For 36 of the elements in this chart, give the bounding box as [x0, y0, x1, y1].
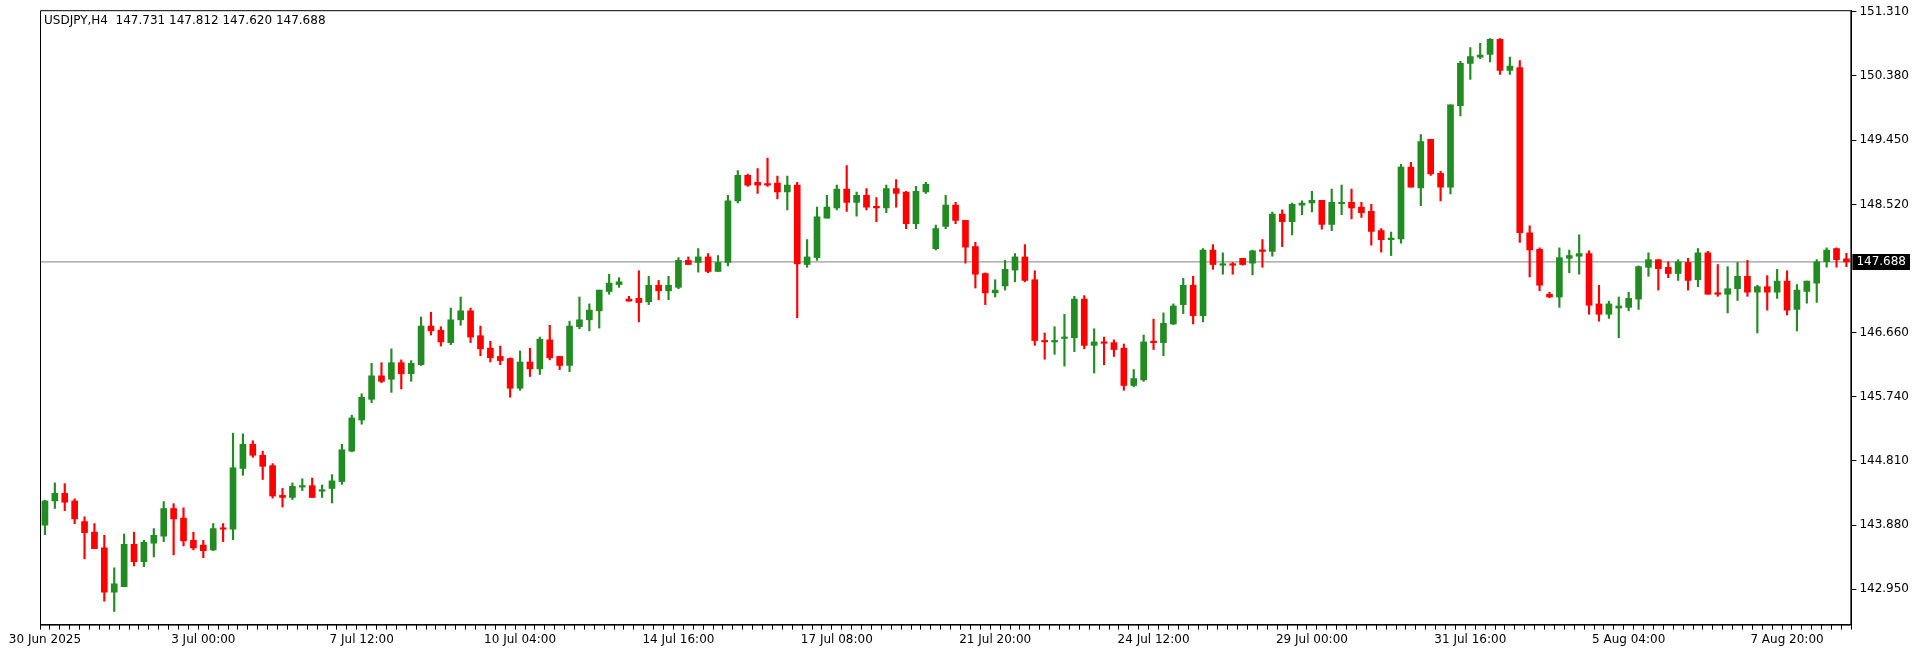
candlestick [279, 488, 286, 508]
y-tick-label: 144.810 [1859, 452, 1909, 467]
y-tick-label: 149.450 [1859, 132, 1909, 147]
x-tick-label: 7 Jul 12:00 [329, 631, 394, 646]
x-tick-label: 17 Jul 08:00 [800, 631, 873, 646]
y-tick-label: 146.660 [1859, 325, 1909, 340]
candlestick [764, 157, 771, 187]
candlestick [1051, 326, 1058, 355]
x-tick-label: 29 Jul 00:00 [1275, 631, 1348, 646]
x-tick-label: 31 Jul 16:00 [1434, 631, 1507, 646]
x-tick-label: 30 Jun 2025 [8, 631, 82, 646]
candlestick [378, 362, 385, 384]
y-tick-label: 145.740 [1859, 388, 1909, 403]
y-tick-label: 151.310 [1859, 3, 1909, 18]
x-tick-label: 3 Jul 00:00 [171, 631, 236, 646]
y-tick-label: 148.520 [1859, 196, 1909, 211]
x-tick-label: 21 Jul 20:00 [959, 631, 1032, 646]
x-tick-label: 10 Jul 04:00 [484, 631, 557, 646]
candlestick [1734, 262, 1741, 301]
y-tick-label: 142.950 [1859, 581, 1909, 596]
ref-line-label: 147.688 [1856, 254, 1906, 269]
y-tick-label: 150.380 [1859, 67, 1909, 82]
x-tick-label: 5 Aug 04:00 [1592, 631, 1666, 646]
candlestick [81, 516, 88, 560]
x-tick-label: 14 Jul 16:00 [642, 631, 715, 646]
candlestick [1645, 252, 1652, 277]
candlestick [1348, 188, 1355, 220]
candlestick [665, 275, 672, 301]
x-tick-label: 24 Jul 12:00 [1117, 631, 1190, 646]
candlestick [1150, 318, 1157, 350]
x-tick-label: 7 Aug 20:00 [1750, 631, 1824, 646]
candlestick [1259, 239, 1266, 268]
y-tick-label: 143.880 [1859, 517, 1909, 532]
candlestick [576, 296, 583, 330]
chart-title: USDJPY,H4 147.731 147.812 147.620 147.688 [44, 13, 326, 28]
candlestick [1061, 313, 1068, 367]
